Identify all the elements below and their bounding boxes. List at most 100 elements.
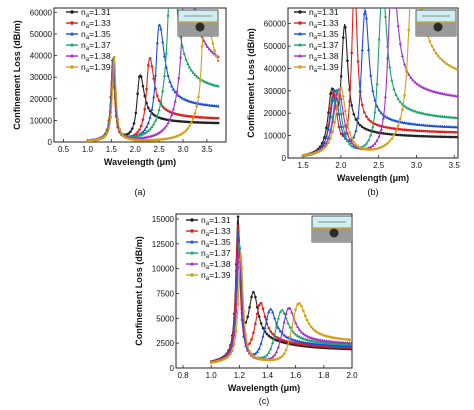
data-point xyxy=(377,37,381,41)
data-point xyxy=(354,143,358,146)
data-point xyxy=(111,87,114,90)
y-tick-label: 10000 xyxy=(30,116,53,125)
data-point xyxy=(143,94,147,98)
data-point xyxy=(388,139,392,143)
data-point xyxy=(350,104,353,107)
legend-label-1.37: na=1.37 xyxy=(201,248,231,260)
data-point xyxy=(432,135,436,138)
data-point xyxy=(159,99,163,103)
data-point xyxy=(347,137,352,141)
inset-schematic xyxy=(311,215,353,243)
data-point xyxy=(227,355,230,358)
data-point xyxy=(282,333,286,337)
data-point xyxy=(319,342,323,346)
data-point xyxy=(327,141,330,144)
data-point xyxy=(113,55,116,59)
data-point xyxy=(302,309,305,313)
data-point xyxy=(443,60,446,64)
data-point xyxy=(369,148,372,151)
data-point xyxy=(356,60,360,63)
data-point xyxy=(426,129,430,133)
data-point xyxy=(403,94,406,97)
data-point xyxy=(439,135,442,139)
data-point xyxy=(316,150,320,154)
data-point xyxy=(166,13,170,17)
data-point xyxy=(362,11,366,15)
data-point xyxy=(440,124,445,128)
data-point xyxy=(322,141,326,145)
data-point xyxy=(407,134,411,137)
data-point xyxy=(390,117,394,121)
data-point xyxy=(311,341,315,345)
data-point xyxy=(271,332,274,336)
data-point xyxy=(345,138,350,142)
data-point xyxy=(136,131,139,134)
data-point xyxy=(152,77,156,80)
data-point xyxy=(402,121,407,125)
data-point xyxy=(407,106,411,110)
data-point xyxy=(191,70,195,74)
data-point xyxy=(432,48,436,52)
data-point xyxy=(168,117,172,121)
data-point xyxy=(305,338,309,342)
data-point xyxy=(143,131,147,135)
data-point xyxy=(380,0,383,2)
data-point xyxy=(430,135,434,138)
data-point xyxy=(147,106,150,110)
legend-marker xyxy=(70,65,74,69)
data-point xyxy=(430,44,434,48)
data-point xyxy=(350,338,352,342)
data-point xyxy=(157,23,161,27)
data-point xyxy=(292,316,296,320)
data-point xyxy=(190,121,193,124)
data-point xyxy=(196,76,201,80)
data-point xyxy=(141,118,145,121)
data-point xyxy=(432,113,436,117)
data-point xyxy=(152,122,156,126)
data-point xyxy=(415,134,419,138)
data-point xyxy=(421,85,426,89)
data-point xyxy=(191,100,195,104)
data-point xyxy=(349,341,352,345)
data-point xyxy=(155,131,159,135)
data-point xyxy=(263,326,267,330)
data-point xyxy=(159,129,163,133)
data-point xyxy=(278,310,282,314)
data-point xyxy=(338,337,342,340)
data-point xyxy=(428,112,432,116)
data-point xyxy=(392,118,396,122)
data-point xyxy=(375,147,379,150)
data-point xyxy=(310,152,313,156)
data-point xyxy=(216,104,220,108)
data-point xyxy=(352,140,356,144)
data-point xyxy=(279,356,282,359)
data-point xyxy=(121,134,125,138)
data-point xyxy=(250,295,253,299)
data-point xyxy=(296,339,300,343)
data-point xyxy=(320,144,324,148)
data-point xyxy=(313,339,317,343)
data-point xyxy=(109,115,113,119)
data-point xyxy=(360,147,364,150)
data-point xyxy=(451,66,455,69)
data-point xyxy=(181,132,184,135)
data-point xyxy=(412,0,415,2)
data-point xyxy=(388,116,392,120)
data-point xyxy=(324,135,328,139)
data-point xyxy=(205,44,210,48)
data-point xyxy=(356,116,360,120)
data-point xyxy=(327,111,330,114)
data-point xyxy=(443,130,446,134)
legend: na=1.31na=1.33na=1.35na=1.37na=1.38na=1.… xyxy=(186,215,231,282)
data-point xyxy=(401,133,404,137)
data-point xyxy=(332,336,336,340)
data-point xyxy=(428,39,432,43)
data-point xyxy=(439,57,442,60)
data-point xyxy=(344,109,347,113)
data-point xyxy=(360,145,364,149)
data-point xyxy=(193,72,197,76)
data-point xyxy=(138,128,141,132)
data-point xyxy=(388,8,392,9)
data-point xyxy=(215,54,218,58)
data-point xyxy=(432,89,436,93)
